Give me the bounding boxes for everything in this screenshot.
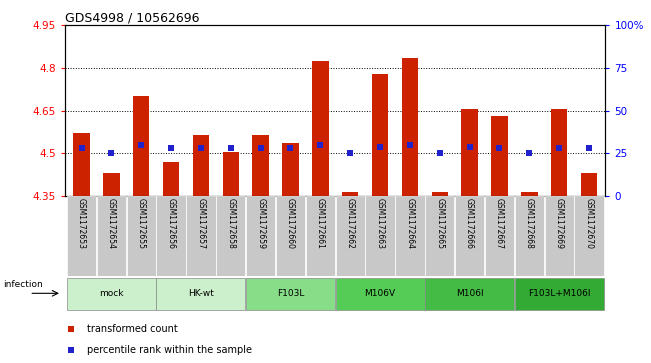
Text: GDS4998 / 10562696: GDS4998 / 10562696 bbox=[65, 11, 200, 24]
Bar bbox=[492, 117, 508, 196]
Bar bbox=[455, 196, 484, 276]
Bar bbox=[283, 143, 299, 196]
Text: GSM1172670: GSM1172670 bbox=[585, 199, 594, 249]
Text: GSM1172661: GSM1172661 bbox=[316, 199, 325, 249]
Text: F103L: F103L bbox=[277, 289, 304, 298]
Bar bbox=[216, 196, 245, 276]
Bar bbox=[186, 196, 215, 276]
Bar bbox=[163, 162, 179, 196]
Bar bbox=[133, 97, 150, 196]
Text: GSM1172663: GSM1172663 bbox=[376, 199, 385, 249]
Text: GSM1172662: GSM1172662 bbox=[346, 199, 355, 249]
Text: GSM1172659: GSM1172659 bbox=[256, 199, 265, 249]
Text: HK-wt: HK-wt bbox=[188, 289, 214, 298]
Bar bbox=[126, 196, 156, 276]
Bar bbox=[335, 278, 424, 310]
Text: GSM1172656: GSM1172656 bbox=[167, 199, 176, 249]
Bar bbox=[246, 278, 335, 310]
Bar bbox=[515, 278, 603, 310]
Bar bbox=[515, 196, 544, 276]
Bar bbox=[276, 196, 305, 276]
Text: GSM1172653: GSM1172653 bbox=[77, 199, 86, 249]
Bar bbox=[193, 135, 209, 196]
Bar bbox=[156, 196, 186, 276]
Bar bbox=[432, 192, 448, 196]
Text: transformed count: transformed count bbox=[87, 324, 178, 334]
Bar bbox=[67, 196, 96, 276]
Bar bbox=[544, 196, 574, 276]
Text: GSM1172668: GSM1172668 bbox=[525, 199, 534, 249]
Text: M106I: M106I bbox=[456, 289, 484, 298]
Bar bbox=[156, 278, 245, 310]
Bar bbox=[372, 74, 388, 196]
Bar bbox=[246, 196, 275, 276]
Text: M106V: M106V bbox=[365, 289, 396, 298]
Text: GSM1172654: GSM1172654 bbox=[107, 199, 116, 249]
Bar bbox=[97, 196, 126, 276]
Bar bbox=[425, 278, 514, 310]
Bar bbox=[574, 196, 603, 276]
Text: GSM1172666: GSM1172666 bbox=[465, 199, 474, 249]
Bar bbox=[306, 196, 335, 276]
Bar bbox=[462, 109, 478, 196]
Bar bbox=[485, 196, 514, 276]
Text: GSM1172669: GSM1172669 bbox=[555, 199, 564, 249]
Text: GSM1172655: GSM1172655 bbox=[137, 199, 146, 249]
Bar bbox=[74, 134, 90, 196]
Text: GSM1172667: GSM1172667 bbox=[495, 199, 504, 249]
Text: GSM1172658: GSM1172658 bbox=[227, 199, 235, 249]
Bar bbox=[402, 58, 418, 196]
Text: F103L+M106I: F103L+M106I bbox=[528, 289, 590, 298]
Text: mock: mock bbox=[99, 289, 124, 298]
Bar bbox=[103, 173, 120, 196]
Bar bbox=[521, 192, 538, 196]
Bar bbox=[551, 109, 568, 196]
Bar bbox=[365, 196, 395, 276]
Bar bbox=[335, 196, 365, 276]
Bar bbox=[223, 152, 239, 196]
Text: GSM1172657: GSM1172657 bbox=[197, 199, 206, 249]
Bar bbox=[425, 196, 454, 276]
Text: GSM1172665: GSM1172665 bbox=[436, 199, 444, 249]
Bar bbox=[67, 278, 156, 310]
Text: percentile rank within the sample: percentile rank within the sample bbox=[87, 345, 252, 355]
Bar bbox=[312, 61, 329, 196]
Bar bbox=[253, 135, 269, 196]
Bar bbox=[395, 196, 424, 276]
Bar bbox=[581, 173, 597, 196]
Text: GSM1172664: GSM1172664 bbox=[406, 199, 415, 249]
Text: infection: infection bbox=[3, 281, 43, 289]
Bar bbox=[342, 192, 359, 196]
Text: GSM1172660: GSM1172660 bbox=[286, 199, 295, 249]
